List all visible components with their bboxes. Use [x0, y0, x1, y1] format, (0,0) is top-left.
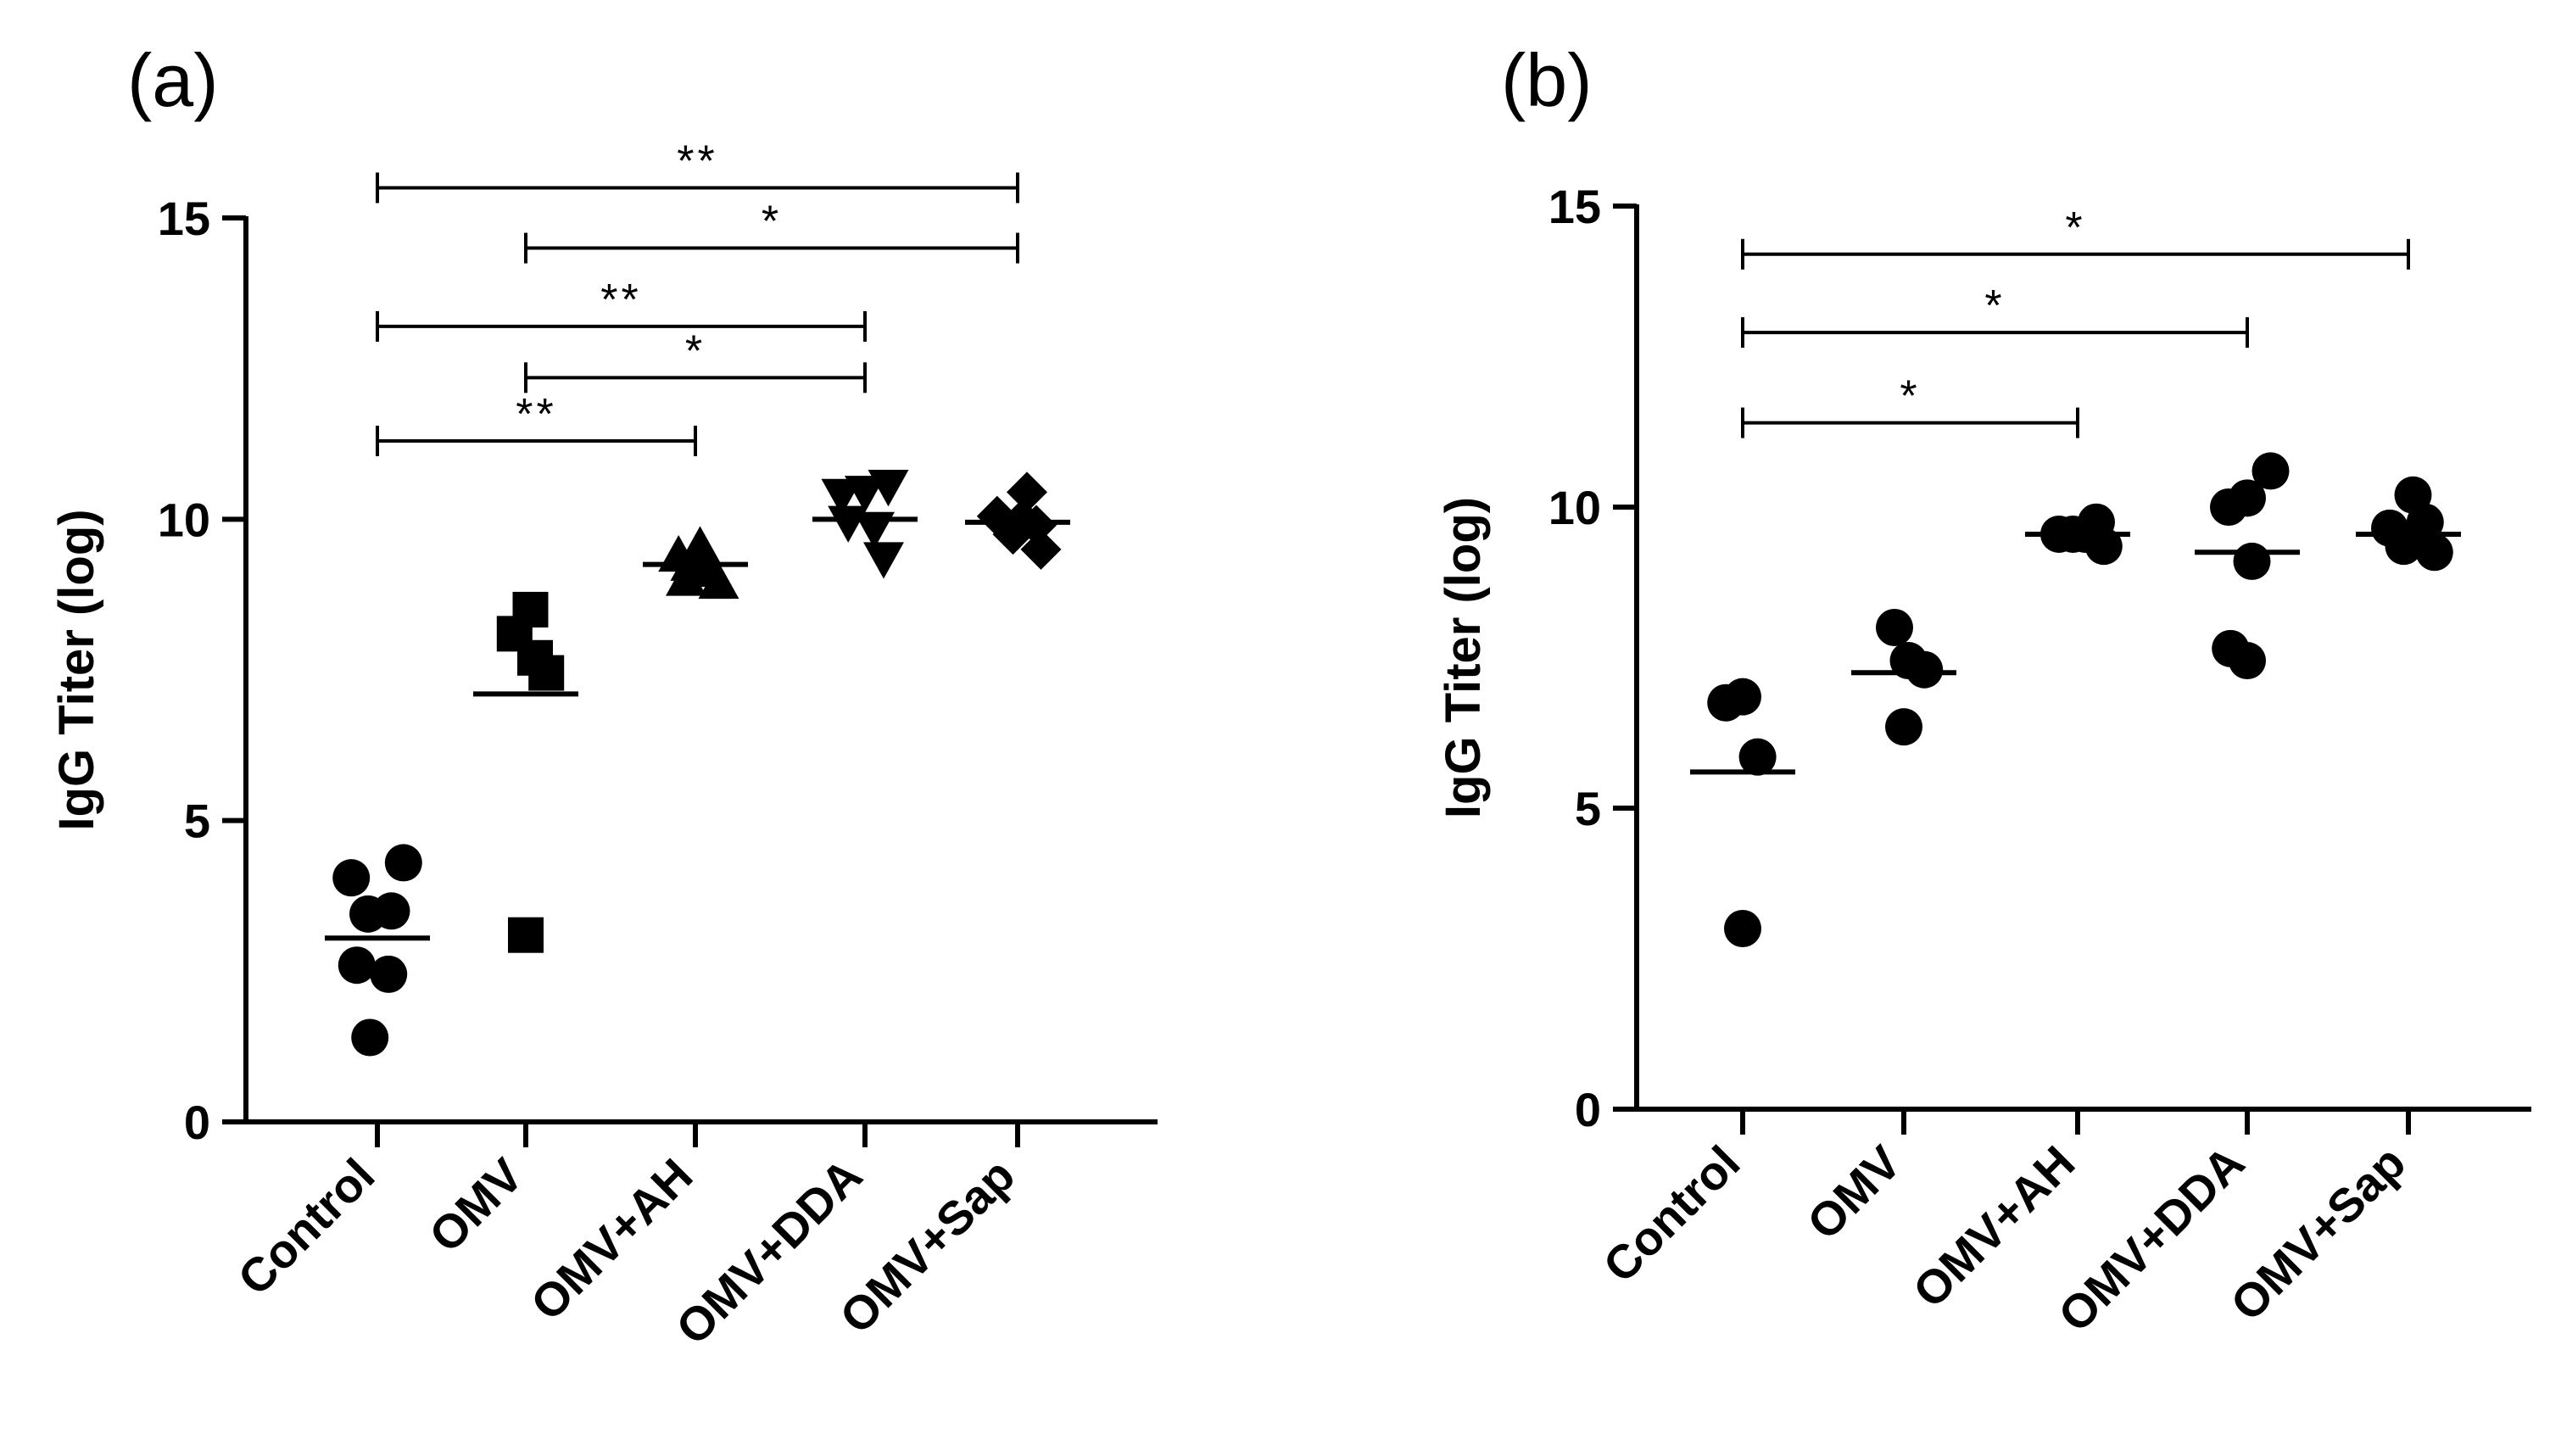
data-point [868, 470, 909, 507]
data-point [372, 892, 410, 930]
y-tick-label: 5 [184, 795, 210, 848]
category-label: OMV [419, 1148, 533, 1263]
category-label: OMV+AH [1902, 1135, 2084, 1318]
data-point [338, 946, 376, 985]
data-point [508, 917, 544, 953]
data-point [1020, 528, 1062, 570]
category-label: OMV+DDA [2048, 1135, 2255, 1342]
panel-a: (a) 0 5 10 15 IgG Titer (log) Control OMVOMV+AH… [49, 38, 1158, 1355]
y-tick-label: 0 [1575, 1083, 1601, 1136]
data-point [370, 955, 408, 993]
data-point [2385, 527, 2423, 566]
data-point [679, 526, 721, 563]
data-point [2233, 542, 2271, 580]
y-axis-title: IgG Titer (log) [49, 509, 104, 830]
data-point [1885, 708, 1922, 746]
significance-label: * [762, 198, 782, 247]
data-point [512, 591, 549, 628]
category-label: OMV [1797, 1135, 1911, 1250]
data-point [1007, 471, 1047, 513]
significance-label: * [685, 326, 706, 376]
data-point [2406, 503, 2444, 541]
data-point [863, 542, 904, 579]
y-tick-label: 0 [184, 1096, 210, 1149]
category-label: Control [1593, 1135, 1749, 1292]
y-tick-label: 15 [1548, 180, 1601, 233]
category-label: Control [227, 1148, 384, 1305]
data-point [528, 655, 565, 691]
y-tick-label: 5 [1575, 782, 1601, 835]
significance-label: * [1900, 372, 1920, 421]
category-label: OMV+Sap [2220, 1135, 2415, 1330]
data-point [332, 859, 371, 897]
y-tick-label: 15 [158, 192, 210, 245]
data-point [698, 561, 739, 600]
data-point [2229, 479, 2266, 517]
data-point [845, 476, 885, 513]
significance-label: * [2065, 204, 2085, 253]
data-point [2251, 452, 2290, 490]
y-tick-label: 10 [1548, 481, 1601, 534]
significance-label: ** [516, 390, 556, 439]
data-point [2229, 642, 2266, 680]
significance-label: ** [600, 276, 641, 325]
data-point [351, 1018, 389, 1057]
panel-label: (b) [1501, 38, 1593, 122]
data-point [1724, 910, 1761, 947]
significance-label: ** [677, 137, 717, 186]
panel-label: (a) [127, 38, 219, 122]
data-point [2084, 527, 2123, 566]
category-label: OMV+AH [520, 1148, 702, 1330]
data-point [384, 844, 422, 882]
panel-b: (b) 0 5 10 15 IgG Titer (log) Control OMVOMV+AH… [1436, 38, 2531, 1342]
significance-label: * [1984, 282, 2005, 331]
data-point [1906, 650, 1944, 689]
data-point [2415, 533, 2453, 572]
category-label: OMV+DDA [666, 1148, 873, 1355]
data-point [1738, 738, 1777, 776]
data-point [1876, 609, 1913, 646]
y-tick-label: 10 [158, 493, 210, 546]
data-point [1724, 678, 1761, 716]
y-axis-title: IgG Titer (log) [1436, 497, 1491, 818]
data-point [666, 559, 706, 596]
